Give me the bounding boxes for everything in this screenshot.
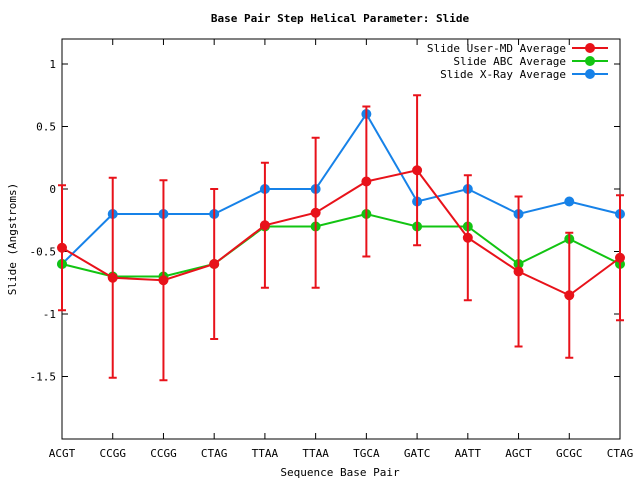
legend-label: Slide ABC Average xyxy=(453,55,566,68)
legend-label: Slide User-MD Average xyxy=(427,42,566,55)
x-tick-label: CTAG xyxy=(607,447,634,460)
series-line xyxy=(61,169,621,297)
x-tick-label: AATT xyxy=(455,447,482,460)
x-tick-label: CTAG xyxy=(201,447,228,460)
data-point xyxy=(513,266,524,277)
x-tick-label: TTAA xyxy=(252,447,279,460)
data-point xyxy=(361,176,372,187)
series-line xyxy=(61,112,621,265)
legend-marker xyxy=(585,56,595,66)
series-2 xyxy=(57,109,625,269)
x-tick-label: TTAA xyxy=(302,447,329,460)
legend-label: Slide X-Ray Average xyxy=(440,68,566,81)
data-point xyxy=(107,272,118,283)
plot-frame xyxy=(61,38,621,440)
x-tick-label: GATC xyxy=(404,447,431,460)
series-0 xyxy=(57,94,625,382)
x-tick-label: GCGC xyxy=(556,447,583,460)
x-tick-label: CCGG xyxy=(150,447,177,460)
data-point xyxy=(310,207,321,218)
y-tick-label: -0.5 xyxy=(30,246,57,259)
x-axis-label: Sequence Base Pair xyxy=(280,466,400,479)
x-tick-label: ACGT xyxy=(49,447,76,460)
y-axis-label: Slide (Angstroms) xyxy=(6,183,19,296)
data-point xyxy=(412,165,423,176)
data-point xyxy=(209,259,220,269)
y-tick-label: -1.5 xyxy=(30,371,57,384)
data-point xyxy=(564,196,575,207)
series-1 xyxy=(57,209,625,282)
legend-marker xyxy=(585,43,595,53)
x-tick-label: AGCT xyxy=(505,447,532,460)
y-tick-label: 1 xyxy=(49,58,56,71)
data-point xyxy=(462,232,473,243)
data-point xyxy=(259,220,270,231)
data-point xyxy=(158,275,169,286)
y-tick-label: -1 xyxy=(43,308,56,321)
data-point xyxy=(564,290,575,301)
legend-marker xyxy=(585,69,595,79)
x-axis-ticks: ACGT CCGG CCGG CTAG TTAA TTAA TGCA GATC AATT AGCT… xyxy=(49,39,634,460)
series-layer xyxy=(57,94,625,382)
data-point xyxy=(57,242,67,253)
data-point xyxy=(615,252,625,263)
x-tick-label: CCGG xyxy=(99,447,126,460)
y-tick-label: 0 xyxy=(49,183,56,196)
y-axis-ticks: 1 0.5 0 -0.5 -1 -1.5 xyxy=(30,58,620,384)
x-tick-label: TGCA xyxy=(353,447,380,460)
y-tick-label: 0.5 xyxy=(36,121,56,134)
chart-title: Base Pair Step Helical Parameter: Slide xyxy=(211,12,470,25)
series-line xyxy=(61,212,621,278)
